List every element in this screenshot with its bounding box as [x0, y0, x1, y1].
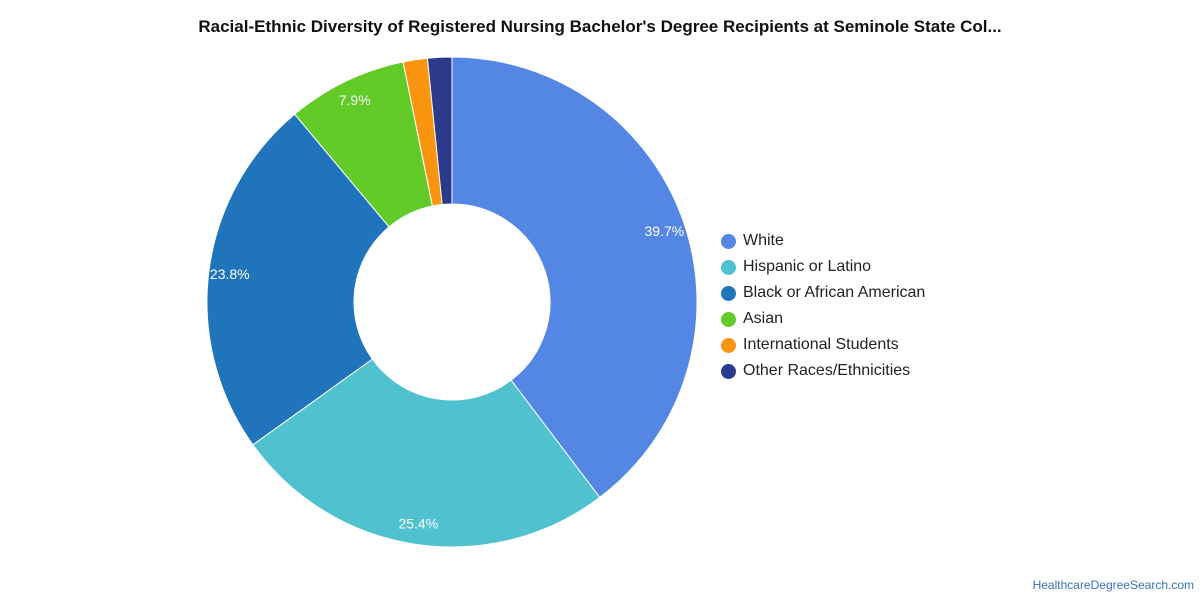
slice-value-label: 7.9% — [339, 92, 371, 108]
legend-label: International Students — [743, 336, 899, 353]
legend-swatch — [721, 233, 736, 249]
chart-title: Racial-Ethnic Diversity of Registered Nu… — [198, 17, 1002, 36]
legend-swatch — [721, 285, 736, 301]
legend-item[interactable]: International Students — [721, 332, 925, 358]
legend-label: Black or African American — [743, 284, 926, 301]
legend-label: Asian — [743, 310, 784, 327]
legend-label: White — [743, 232, 784, 249]
slice-black-or-african-american[interactable] — [206, 113, 390, 446]
slice-value-label: 39.7% — [645, 223, 685, 239]
legend-item[interactable]: Black or African American — [721, 280, 925, 306]
legend-swatch — [721, 259, 736, 275]
slice-value-label: 23.8% — [210, 266, 250, 282]
legend-swatch — [721, 363, 736, 379]
legend-item[interactable]: Asian — [721, 306, 925, 332]
legend-label: Hispanic or Latino — [743, 258, 872, 275]
slice-other-races-ethnicities[interactable] — [426, 56, 453, 206]
legend-label: Other Races/Ethnicities — [743, 362, 911, 379]
legend-swatch — [721, 311, 736, 327]
slice-hispanic-or-latino[interactable] — [252, 358, 601, 548]
chart-legend: White Hispanic or Latino Black or African … — [721, 228, 925, 384]
slice-white[interactable] — [451, 56, 698, 499]
legend-item[interactable]: Other Races/Ethnicities — [721, 358, 925, 384]
legend-item[interactable]: Hispanic or Latino — [721, 254, 925, 280]
source-link[interactable]: HealthcareDegreeSearch.com — [1032, 578, 1194, 592]
legend-item[interactable]: White — [721, 228, 925, 254]
legend-swatch — [721, 337, 736, 353]
slice-value-label: 25.4% — [398, 515, 438, 531]
